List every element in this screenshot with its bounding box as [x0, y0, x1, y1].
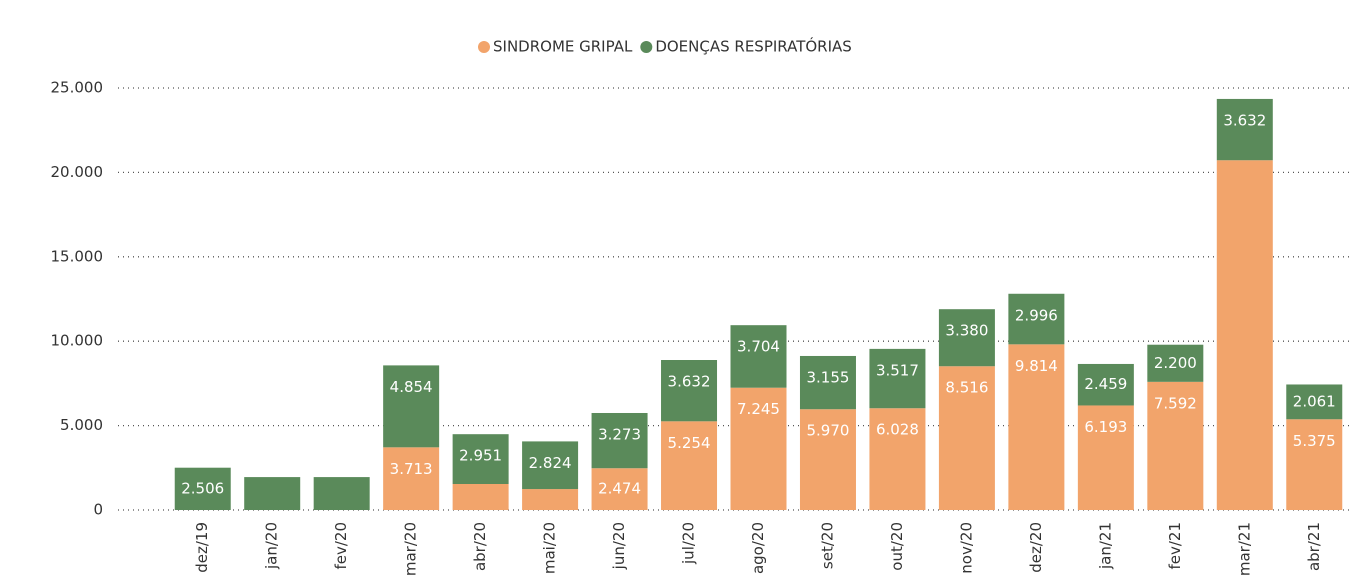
bar-segment: [1286, 419, 1343, 510]
y-tick-label: 25.000: [51, 79, 104, 97]
bar-segment: [938, 309, 995, 367]
bar-segment: [522, 441, 579, 490]
value-label: 2.061: [1293, 392, 1336, 410]
x-tick-label: mar/21: [1235, 522, 1253, 576]
value-label: 3.713: [390, 460, 433, 478]
x-tick-label: jun/20: [610, 522, 628, 570]
x-tick-label: abr/20: [471, 522, 489, 571]
value-label: 3.632: [1223, 111, 1266, 129]
value-label: 2.996: [1015, 306, 1058, 324]
bar-segment: [730, 387, 787, 510]
value-label: 7.592: [1154, 394, 1197, 412]
x-tick-label: dez/19: [193, 522, 211, 573]
x-tick-label: jan/20: [263, 522, 281, 570]
value-label: 4.854: [390, 378, 433, 396]
bar-segment: [1077, 405, 1134, 510]
bar-segment: [799, 355, 856, 410]
value-label: 8.516: [945, 379, 988, 397]
value-label: 3.155: [806, 368, 849, 386]
value-label: 5.375: [1293, 432, 1336, 450]
legend-label: DOENÇAS RESPIRATÓRIAS: [655, 37, 851, 56]
bar-segment: [383, 447, 440, 510]
bar-segment: [591, 468, 648, 510]
bar-segment: [1077, 363, 1134, 406]
value-label: 2.459: [1084, 375, 1127, 393]
value-label: 2.824: [529, 454, 572, 472]
x-tick-label: ago/20: [749, 522, 767, 574]
legend-marker: [640, 41, 653, 53]
bar-segment: [799, 409, 856, 510]
x-tick-label: jan/21: [1096, 522, 1114, 570]
bar-segment: [522, 489, 579, 510]
value-label: 7.245: [737, 400, 780, 418]
bar-segment: [1216, 98, 1273, 161]
x-tick-label: jul/20: [680, 522, 698, 565]
value-label: 2.200: [1154, 354, 1197, 372]
value-label: 6.193: [1084, 418, 1127, 436]
value-label: 5.254: [668, 434, 711, 452]
x-tick-label: dez/20: [1027, 522, 1045, 573]
legend-label: SINDROME GRIPAL: [493, 38, 633, 56]
bar-segment: [938, 366, 995, 510]
y-tick-label: 15.000: [51, 247, 104, 265]
x-tick-label: out/20: [888, 522, 906, 571]
y-tick-label: 5.000: [60, 416, 103, 434]
bar-segment: [1216, 160, 1273, 510]
value-label: 6.028: [876, 421, 919, 439]
bar-segment: [313, 477, 370, 510]
y-tick-label: 0: [93, 501, 103, 519]
bar-segment: [1008, 344, 1065, 510]
bar-segment: [244, 477, 301, 510]
value-label: 3.632: [668, 373, 711, 391]
bar-segment: [730, 325, 787, 388]
bar-segment: [869, 408, 926, 510]
value-label: 9.814: [1015, 357, 1058, 375]
bar-segment: [869, 348, 926, 409]
value-label: 3.380: [945, 322, 988, 340]
bar-segment: [383, 365, 440, 448]
y-tick-label: 20.000: [51, 163, 104, 181]
x-tick-label: set/20: [818, 522, 836, 569]
bar-segment: [1147, 381, 1204, 510]
bar-segment: [1286, 384, 1343, 420]
x-tick-label: fev/21: [1166, 522, 1184, 570]
value-label: 2.474: [598, 480, 641, 498]
value-label: 5.970: [806, 422, 849, 440]
bar-segment: [452, 484, 509, 510]
value-label: 2.951: [459, 447, 502, 465]
value-label: 3.517: [876, 361, 919, 379]
x-tick-label: nov/20: [957, 522, 975, 574]
bar-segment: [661, 421, 718, 510]
bar-segment: [452, 434, 509, 485]
x-tick-label: abr/21: [1305, 522, 1323, 571]
bar-segment: [1008, 293, 1065, 345]
bar-segment: [661, 360, 718, 422]
bar-segment: [591, 412, 648, 469]
bar-segment: [174, 467, 231, 510]
legend-marker: [478, 41, 490, 53]
x-tick-label: fev/20: [332, 522, 350, 570]
value-label: 3.704: [737, 338, 780, 356]
x-tick-label: mai/20: [541, 522, 559, 574]
bar-segment: [1147, 344, 1204, 382]
x-tick-label: mar/20: [402, 522, 420, 576]
value-label: 2.506: [181, 479, 224, 497]
value-label: 3.273: [598, 425, 641, 443]
y-tick-label: 10.000: [51, 332, 104, 350]
